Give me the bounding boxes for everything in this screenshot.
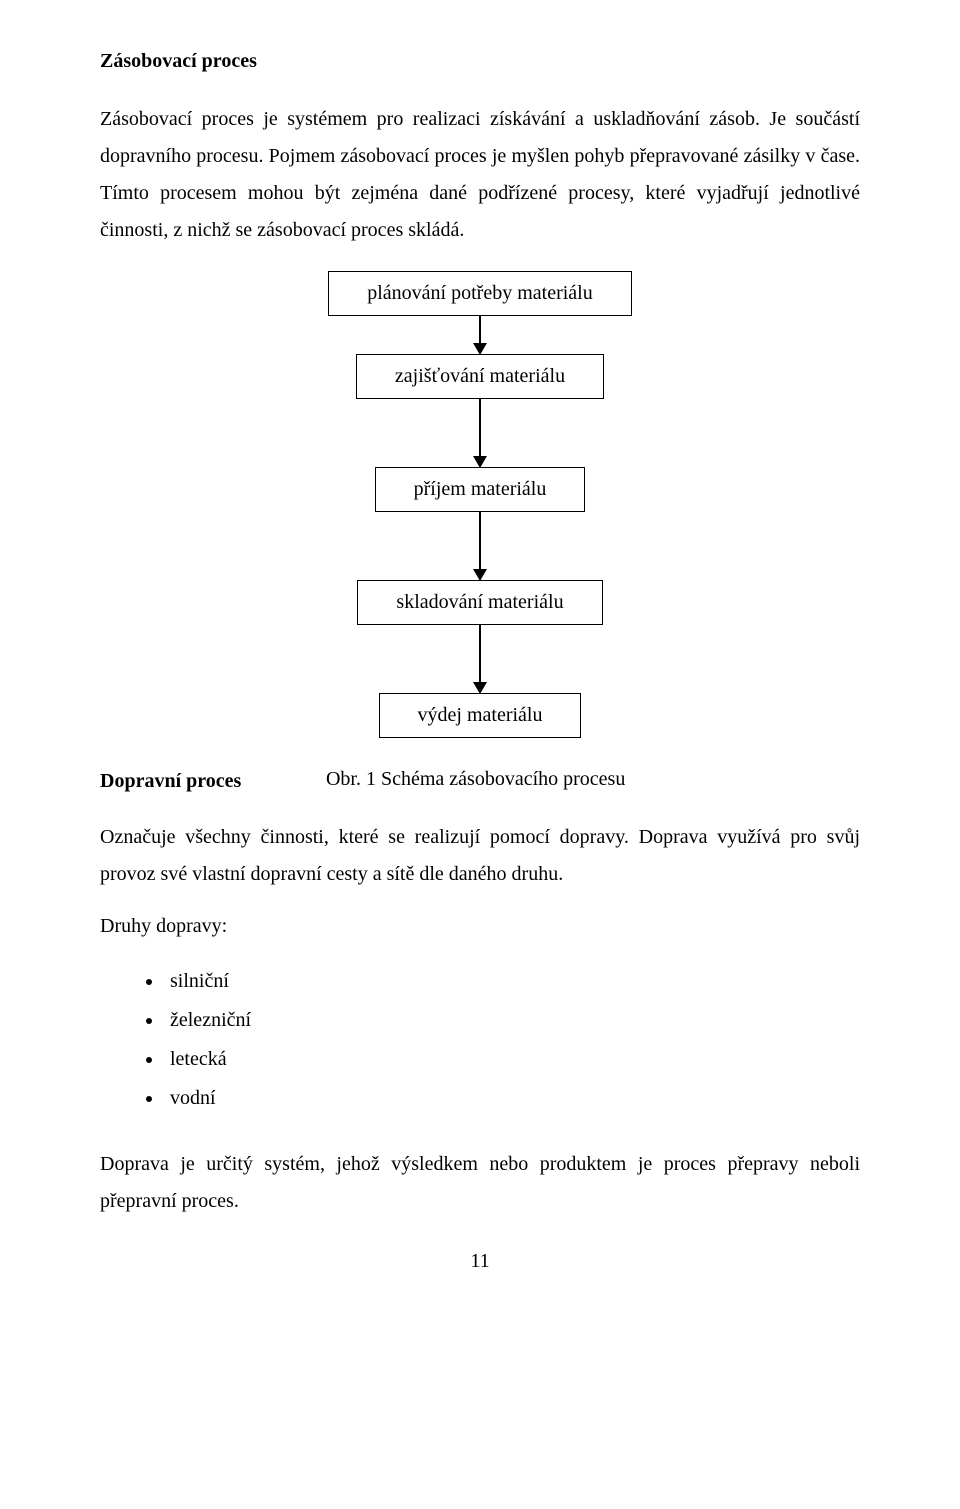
section-title: Zásobovací proces <box>100 50 860 73</box>
caption-heading-row: Dopravní proces Obr. 1 Schéma zásobovací… <box>100 768 860 793</box>
page-number: 11 <box>100 1250 860 1273</box>
closing-paragraph: Doprava je určitý systém, jehož výsledke… <box>100 1146 860 1220</box>
flow-node: skladování materiálu <box>357 580 602 625</box>
arrow-down-icon <box>479 316 481 354</box>
arrow-down-icon <box>479 399 481 467</box>
transport-paragraph: Označuje všechny činnosti, které se real… <box>100 819 860 893</box>
figure-caption: Obr. 1 Schéma zásobovacího procesu <box>241 768 710 793</box>
arrow-down-icon <box>479 512 481 580</box>
list-item: železniční <box>164 1001 860 1040</box>
supply-process-flowchart: plánování potřeby materiálu zajišťování m… <box>100 271 860 738</box>
list-item: letecká <box>164 1040 860 1079</box>
list-heading: Druhy dopravy: <box>100 915 860 938</box>
intro-paragraph: Zásobovací proces je systémem pro realiz… <box>100 101 860 249</box>
subsection-heading: Dopravní proces <box>100 770 241 793</box>
flow-node: výdej materiálu <box>379 693 582 738</box>
list-item: silniční <box>164 962 860 1001</box>
arrow-down-icon <box>479 625 481 693</box>
list-item: vodní <box>164 1079 860 1118</box>
flow-node: plánování potřeby materiálu <box>328 271 631 316</box>
transport-types-list: silničníželezničníleteckávodní <box>164 962 860 1118</box>
flow-node: příjem materiálu <box>375 467 586 512</box>
flow-node: zajišťování materiálu <box>356 354 604 399</box>
